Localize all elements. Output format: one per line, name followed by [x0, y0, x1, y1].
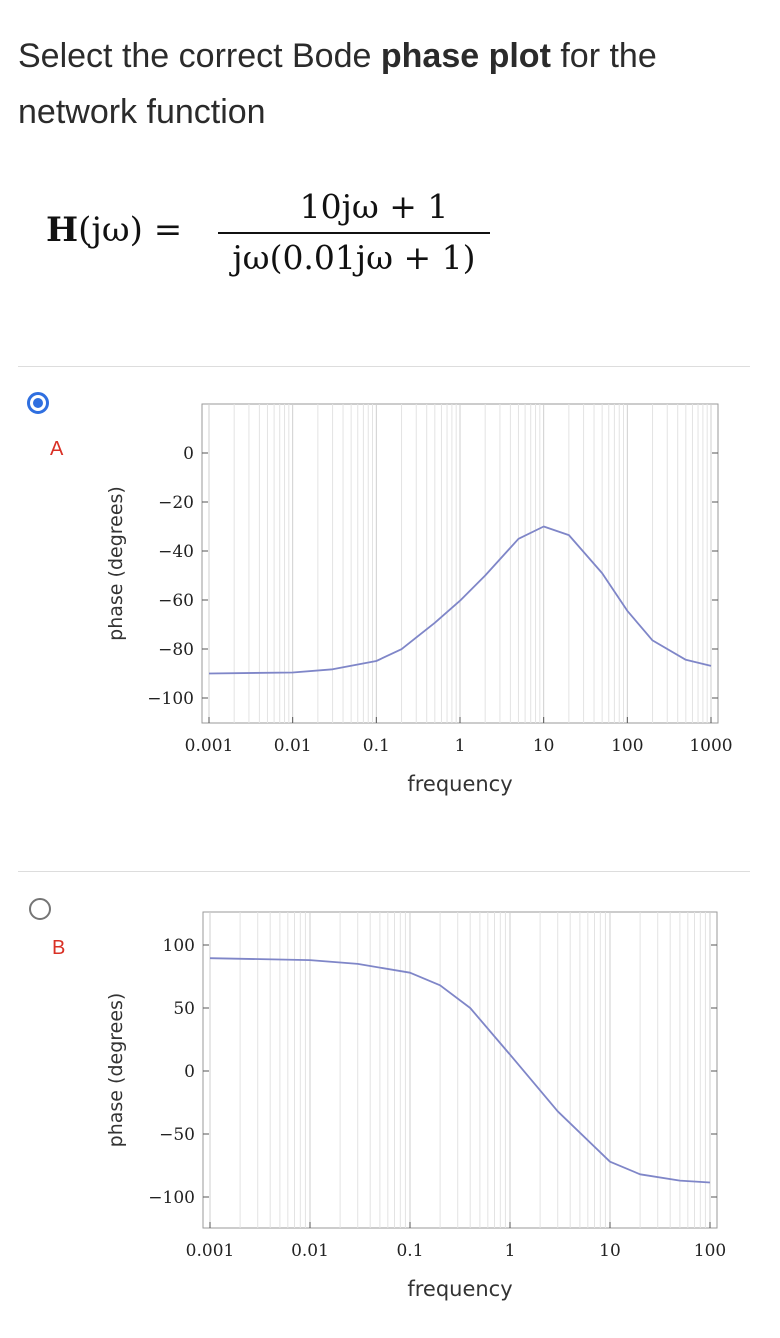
y-tick-label: −60 [158, 591, 194, 611]
x-tick-label: 100 [611, 736, 643, 756]
phase-curve [208, 525, 712, 675]
x-tick-label: 1000 [689, 736, 732, 756]
y-tick-label: −50 [159, 1125, 195, 1145]
radio-option-b[interactable] [29, 898, 51, 920]
question-prefix: Select the correct Bode [18, 37, 381, 75]
x-axis-title: frequency [407, 1277, 512, 1301]
x-tick-label: 10 [533, 736, 555, 756]
y-tick-label: 100 [163, 936, 195, 956]
y-axis-title: phase (degrees) [105, 993, 127, 1148]
y-tick-label: −80 [158, 640, 194, 660]
y-tick-label: 0 [183, 444, 194, 464]
question-text: Select the correct Bode phase plot for t… [18, 28, 758, 140]
question-suffix: for the network function [18, 37, 657, 131]
y-tick-label: −40 [158, 542, 194, 562]
radio-option-a[interactable] [27, 392, 49, 414]
x-tick-label: 0.1 [396, 1241, 423, 1261]
fraction-bar [218, 232, 490, 234]
formula-lhs: H(jω) = [46, 210, 182, 250]
x-axis-title: frequency [407, 772, 512, 796]
x-tick-label: 0.001 [186, 1241, 235, 1261]
formula-H: H [46, 210, 79, 250]
y-tick-label: −100 [147, 689, 194, 709]
formula-fraction: 10jω + 1 jω(0.01jω + 1) [218, 185, 490, 280]
y-tick-label: −20 [158, 493, 194, 513]
x-tick-label: 100 [694, 1241, 726, 1261]
formula-lhs-rest: (jω) = [78, 210, 183, 250]
y-tick-label: −100 [148, 1188, 195, 1208]
phase-curve [209, 957, 711, 1184]
formula-numerator: 10jω + 1 [299, 187, 449, 226]
x-tick-label: 0.01 [291, 1241, 329, 1261]
y-tick-label: 50 [173, 999, 195, 1019]
x-tick-label: 0.01 [274, 736, 312, 756]
x-tick-label: 0.001 [185, 736, 234, 756]
x-tick-label: 10 [599, 1241, 621, 1261]
x-tick-label: 1 [455, 736, 466, 756]
divider-top [18, 366, 750, 367]
plot-frame [202, 911, 718, 1229]
phase-plot-b: 100 50 0 −50 −100 0.001 0.01 0.1 1 10 100 frequency… [105, 911, 726, 1301]
formula-denominator: jω(0.01jω + 1) [232, 238, 476, 277]
divider-middle [18, 871, 750, 872]
y-axis-title: phase (degrees) [105, 486, 127, 641]
question-emphasis: phase plot [380, 37, 551, 75]
x-tick-label: 0.1 [363, 736, 390, 756]
x-tick-label: 1 [505, 1241, 516, 1261]
phase-plot-a: 0 −20 −40 −60 −80 −100 0.001 0.01 0.1 1 10 100 1000 f… [105, 403, 733, 796]
option-b-letter: B [52, 937, 66, 959]
option-a-letter: A [50, 438, 64, 460]
y-tick-label: 0 [184, 1062, 195, 1082]
